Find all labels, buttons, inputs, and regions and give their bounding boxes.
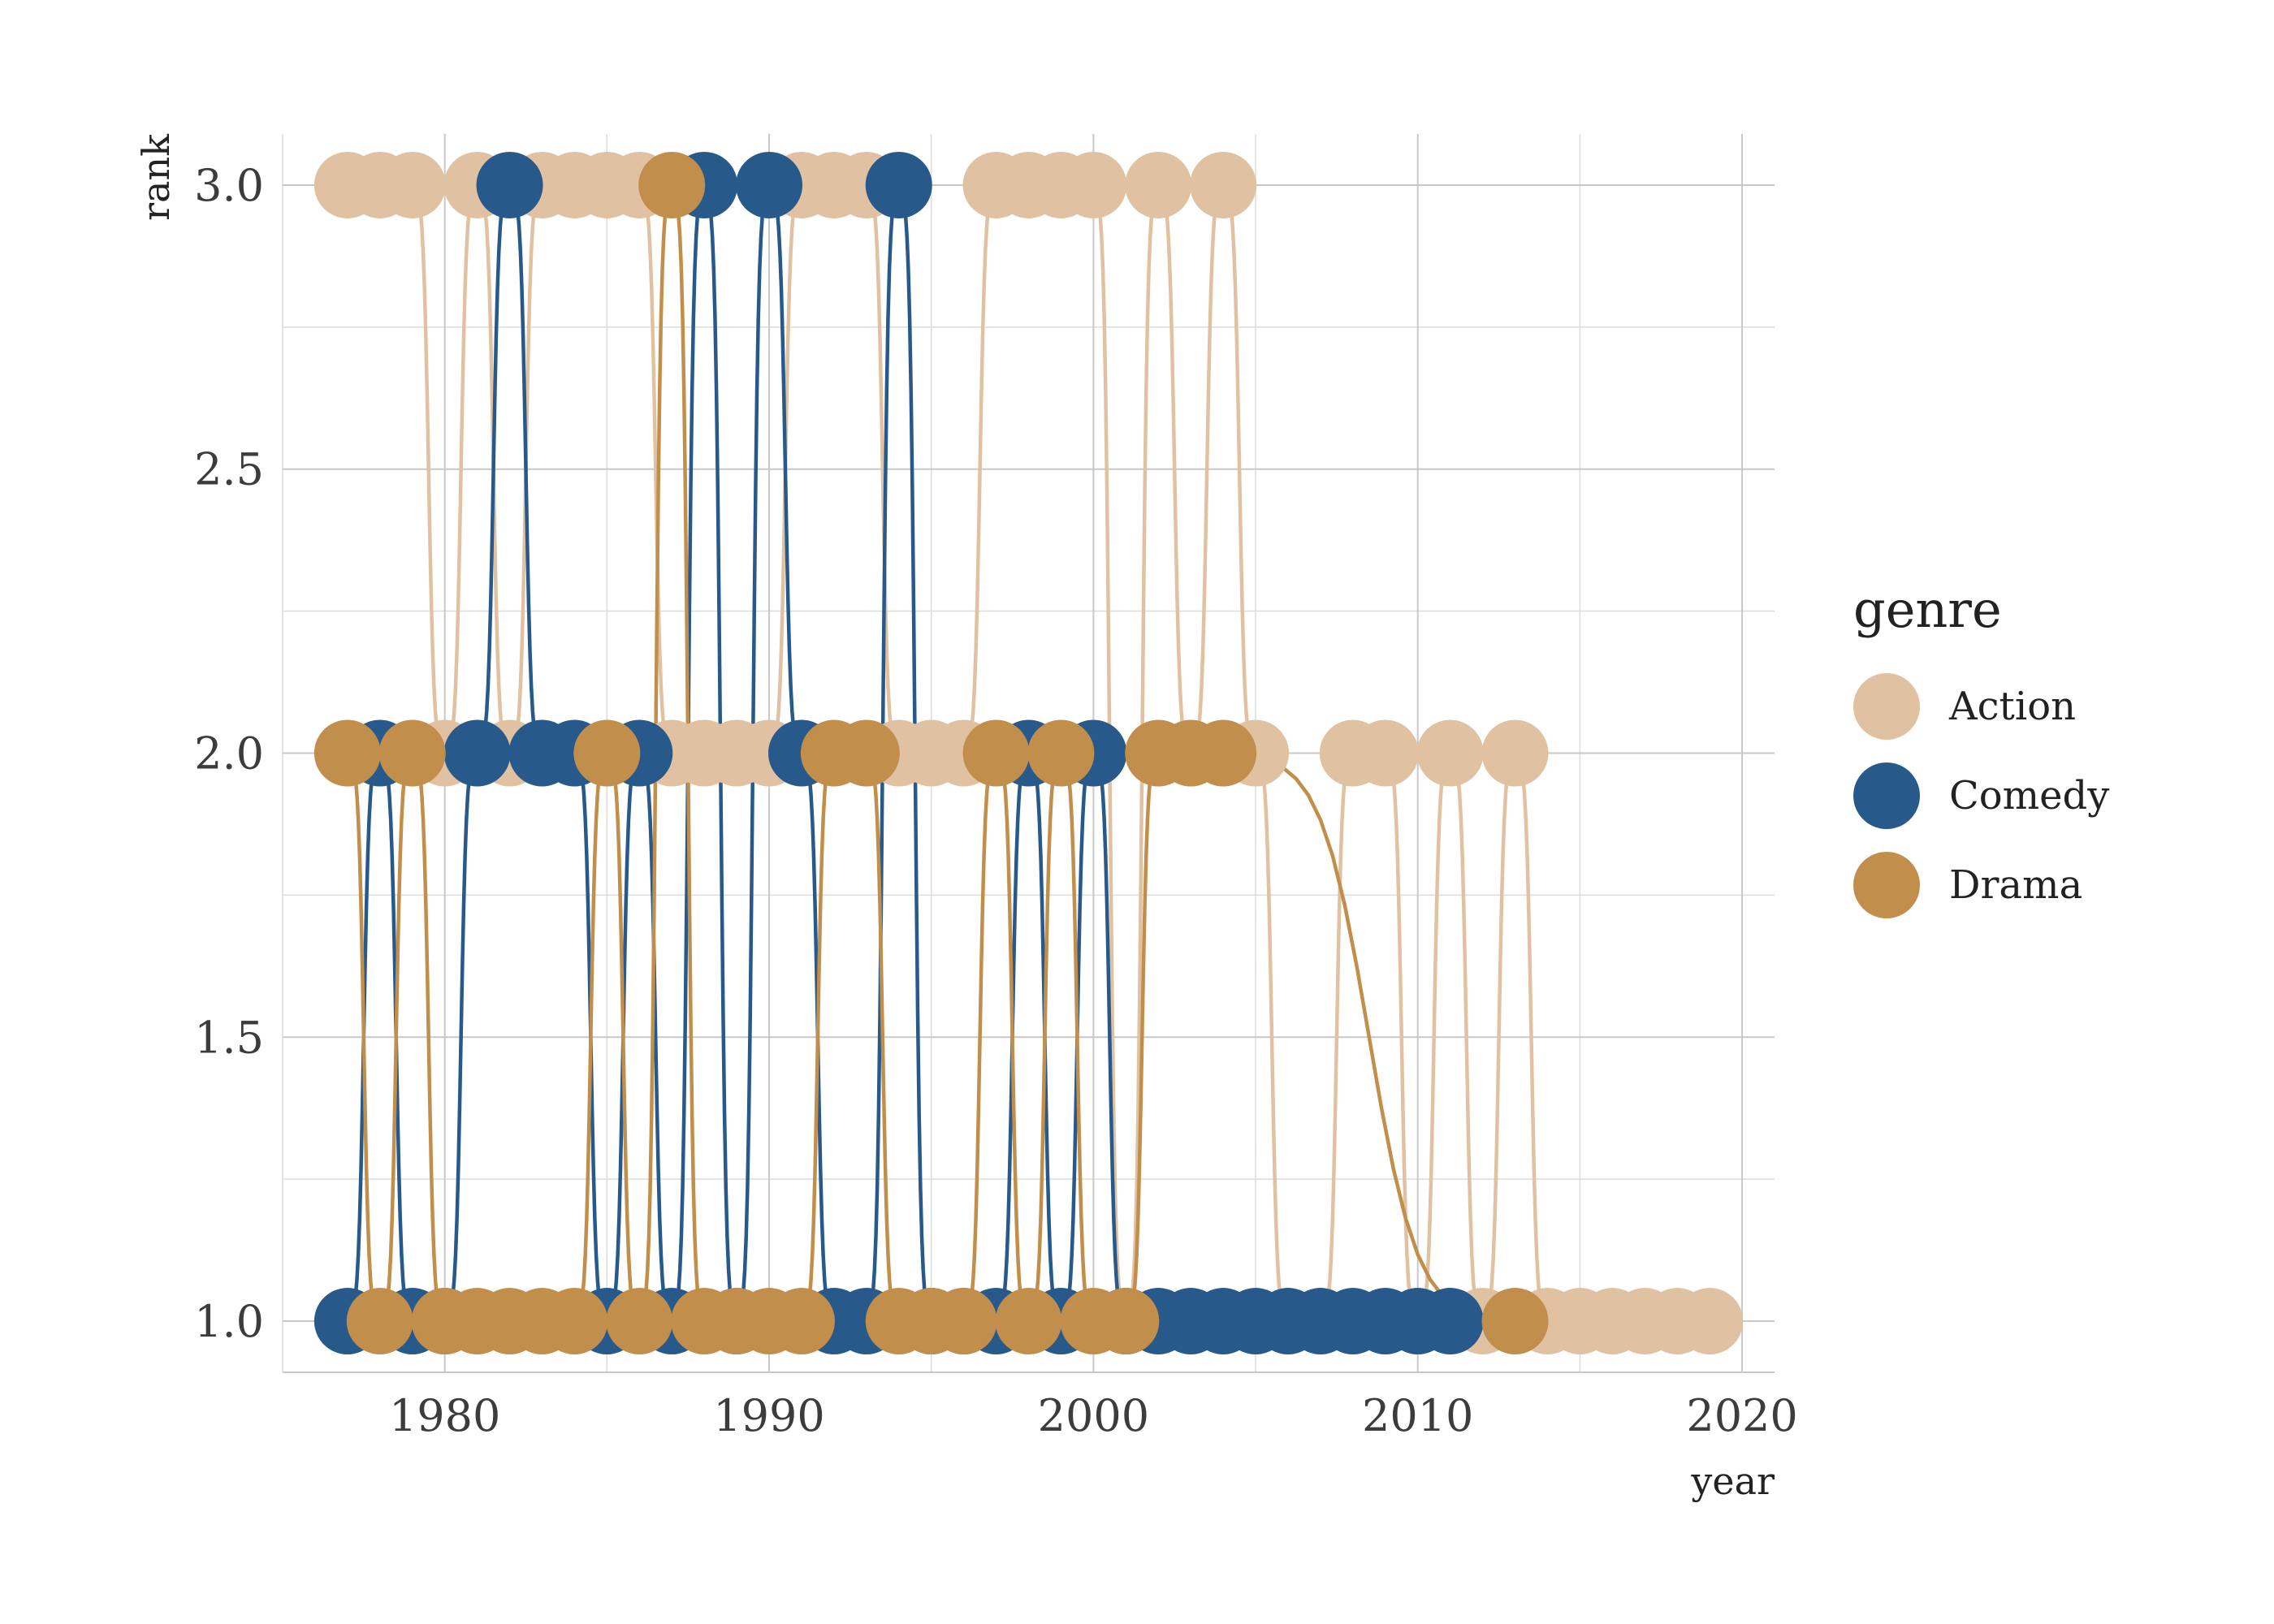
x-tick-label: 2010 bbox=[1362, 1390, 1473, 1441]
x-tick-label: 2000 bbox=[1038, 1390, 1149, 1441]
point-drama bbox=[541, 1288, 608, 1355]
x-tick-label: 1990 bbox=[713, 1390, 824, 1441]
y-axis-title: rank bbox=[134, 133, 178, 221]
tick-labels: 1980 1990 2000 2010 2020 1.0 1.5 2.0 2.5 3.0 bbox=[194, 160, 1798, 1441]
x-tick-label: 2020 bbox=[1686, 1390, 1797, 1441]
legend-label-action: Action bbox=[1948, 684, 2076, 729]
point-drama bbox=[962, 719, 1030, 787]
legend: genre Action Comedy Drama bbox=[1853, 580, 2109, 918]
y-tick-label: 3.0 bbox=[194, 160, 264, 211]
point-action bbox=[1190, 151, 1257, 218]
point-action bbox=[1125, 151, 1192, 218]
point-comedy bbox=[1416, 1288, 1484, 1355]
point-drama bbox=[1027, 719, 1095, 787]
point-drama bbox=[573, 719, 641, 787]
point-drama bbox=[606, 1288, 673, 1355]
point-drama bbox=[1190, 719, 1257, 787]
legend-label-drama: Drama bbox=[1949, 862, 2082, 908]
point-drama bbox=[832, 719, 900, 787]
series-points bbox=[313, 151, 1744, 1355]
x-tick-label: 1980 bbox=[389, 1390, 500, 1441]
legend-key-drama bbox=[1853, 852, 1920, 918]
point-action bbox=[1351, 719, 1419, 787]
point-comedy bbox=[736, 151, 803, 218]
point-comedy bbox=[865, 151, 932, 218]
y-tick-label: 2.5 bbox=[194, 444, 264, 495]
point-action bbox=[1676, 1288, 1744, 1355]
point-drama bbox=[378, 719, 446, 787]
point-drama bbox=[1481, 1288, 1549, 1355]
point-action bbox=[1060, 151, 1127, 218]
y-tick-label: 2.0 bbox=[194, 728, 264, 780]
point-comedy bbox=[476, 151, 543, 218]
point-action bbox=[1481, 719, 1549, 787]
point-drama bbox=[638, 151, 706, 218]
y-tick-label: 1.0 bbox=[194, 1296, 264, 1347]
legend-key-comedy bbox=[1853, 762, 1920, 829]
point-drama bbox=[313, 719, 381, 787]
legend-label-comedy: Comedy bbox=[1949, 773, 2109, 818]
point-drama bbox=[346, 1288, 413, 1355]
legend-title: genre bbox=[1853, 580, 2002, 639]
point-drama bbox=[767, 1288, 835, 1355]
x-axis-title: year bbox=[1690, 1459, 1775, 1503]
legend-key-action bbox=[1853, 673, 1920, 740]
point-action bbox=[1416, 719, 1484, 787]
point-comedy bbox=[443, 719, 511, 787]
y-tick-label: 1.5 bbox=[194, 1012, 264, 1063]
point-action bbox=[378, 151, 446, 218]
point-drama bbox=[995, 1288, 1062, 1355]
point-drama bbox=[1092, 1288, 1160, 1355]
point-drama bbox=[930, 1288, 997, 1355]
